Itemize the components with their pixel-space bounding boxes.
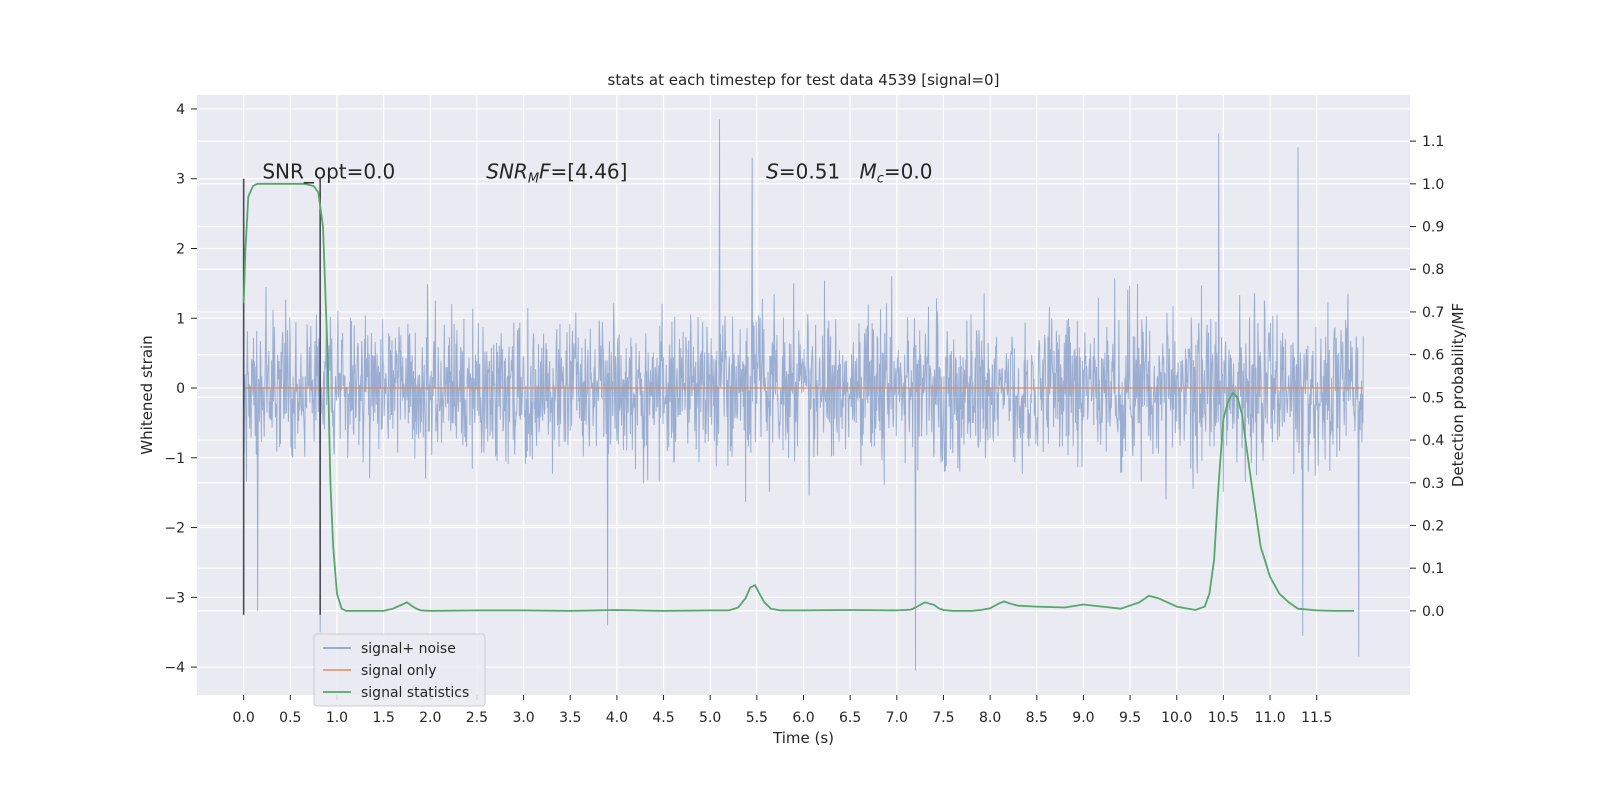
y-tick-label: −3 — [164, 590, 185, 606]
x-tick-label: 10.0 — [1161, 710, 1192, 726]
x-tick-label: 8.5 — [1026, 710, 1048, 726]
x-tick-label: 11.0 — [1254, 710, 1285, 726]
y2-tick-label: 0.4 — [1422, 433, 1444, 449]
annotation-part: SNR — [486, 160, 528, 184]
y-tick-label: 1 — [176, 311, 185, 327]
y-tick-label: 4 — [176, 102, 185, 118]
x-tick-label: 0.0 — [233, 710, 255, 726]
signal-statistics-line — [242, 182, 1354, 612]
y-tick-label: −2 — [164, 521, 185, 537]
annotation-part: M — [528, 172, 539, 187]
vertical-markers — [242, 178, 321, 615]
x-tick-label: 3.5 — [559, 710, 581, 726]
y-tick-label: 0 — [176, 381, 185, 397]
x-tick-label: 4.5 — [652, 710, 674, 726]
x-axis-label: Time (s) — [772, 729, 834, 747]
x-tick-label: 2.0 — [419, 710, 441, 726]
x-tick-label: 1.5 — [372, 710, 394, 726]
annotation-part: F — [539, 160, 551, 184]
y2-tick-label: 1.0 — [1422, 177, 1444, 193]
x-tick-label: 11.5 — [1301, 710, 1332, 726]
y-tick-label: −1 — [164, 451, 185, 467]
y2-tick-label: 0.7 — [1422, 305, 1444, 321]
y-axis-right: 1.1 1.0 0.9 0.8 0.7 0.6 0.5 0.4 0.3 0.2 0.1 0.0 — [1410, 134, 1444, 620]
y-tick-label: −4 — [164, 660, 185, 676]
x-tick-label: 1.0 — [326, 710, 348, 726]
y2-tick-label: 0.1 — [1422, 561, 1444, 577]
x-tick-label: 5.0 — [699, 710, 721, 726]
y2-tick-label: 0.8 — [1422, 262, 1444, 278]
legend-label: signal statistics — [361, 685, 469, 701]
y-tick-label: 3 — [176, 172, 185, 188]
x-tick-label: 7.5 — [932, 710, 954, 726]
legend-label: signal+ noise — [361, 641, 456, 657]
annotation-part: c — [877, 172, 884, 187]
annotation-part: =0.51 — [779, 160, 840, 184]
annotation-part: M — [859, 160, 876, 184]
x-tick-label: 2.5 — [466, 710, 488, 726]
y2-tick-label: 0.3 — [1422, 476, 1444, 492]
x-tick-label: 6.0 — [792, 710, 814, 726]
x-tick-label: 6.5 — [839, 710, 861, 726]
y2-tick-label: 0.9 — [1422, 220, 1444, 236]
y2-tick-label: 0.6 — [1422, 348, 1444, 364]
annotation-text: SNRMF=[4.46] — [486, 160, 627, 187]
signal-plus-noise-line — [243, 119, 1364, 671]
x-tick-label: 3.0 — [512, 710, 534, 726]
chart-title: stats at each timestep for test data 453… — [608, 71, 1000, 89]
x-axis: 0.0 0.5 1.0 1.5 2.0 2.5 3.0 3.5 4.0 4.5 5.0 5.5 6.0 6… — [233, 695, 1332, 726]
y-tick-label: 2 — [176, 241, 185, 257]
y2-tick-label: 0.5 — [1422, 390, 1444, 406]
series-signal-statistics — [242, 182, 1354, 612]
annotation-text: SNR_opt=0.0 — [262, 160, 395, 184]
y2-tick-label: 0.2 — [1422, 518, 1444, 534]
annotations: SNR_opt=0.0 SNRMF=[4.46] S=0.51 Mc=0.0 — [262, 160, 932, 187]
y2-axis-label: Detection probability/MF — [1449, 303, 1467, 487]
y-axis-left: 4 3 2 1 0 −1 −2 −3 −4 — [164, 102, 197, 676]
x-tick-label: 8.0 — [979, 710, 1001, 726]
x-tick-label: 0.5 — [279, 710, 301, 726]
legend-label: signal only — [361, 663, 436, 679]
series-signal-plus-noise — [243, 119, 1364, 671]
legend-box — [313, 633, 486, 707]
y-axis-label: Whitened strain — [138, 335, 156, 454]
annotation-part: S — [766, 160, 779, 184]
x-tick-label: 9.0 — [1072, 710, 1094, 726]
annotation-text: Mc=0.0 — [859, 160, 932, 187]
x-tick-label: 7.0 — [886, 710, 908, 726]
y2-tick-label: 1.1 — [1422, 134, 1444, 150]
x-tick-label: 5.5 — [746, 710, 768, 726]
x-tick-label: 10.5 — [1208, 710, 1239, 726]
legend: signal+ noise signal only signal statistic… — [313, 633, 486, 707]
annotation-part: =[4.46] — [551, 160, 628, 184]
annotation-part: =0.0 — [884, 160, 933, 184]
annotation-text: S=0.51 — [766, 160, 840, 184]
y2-tick-label: 0.0 — [1422, 604, 1444, 620]
x-tick-label: 4.0 — [606, 710, 628, 726]
x-tick-label: 9.5 — [1119, 710, 1141, 726]
